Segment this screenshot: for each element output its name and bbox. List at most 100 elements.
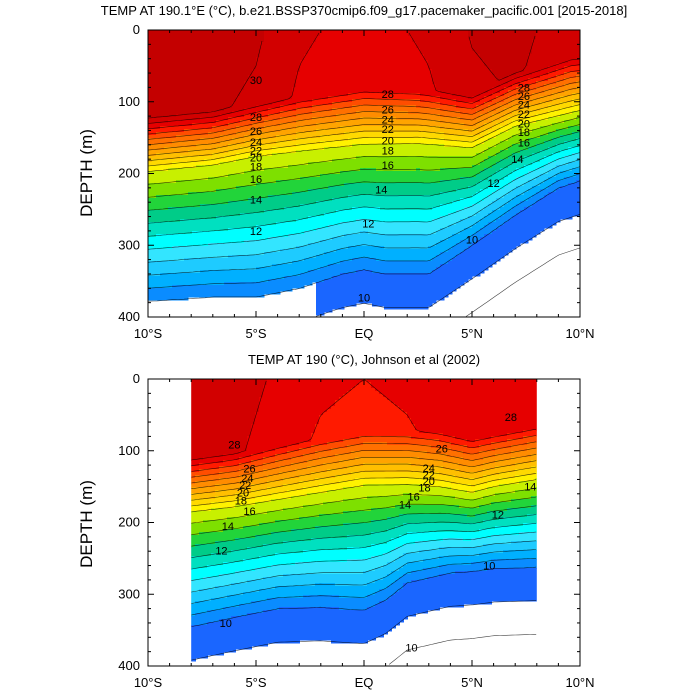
field-cell — [531, 559, 536, 569]
field-cell — [540, 114, 545, 121]
field-cell — [284, 99, 289, 106]
field-cell — [459, 457, 464, 467]
field-cell — [508, 75, 513, 82]
field-cell — [400, 132, 405, 139]
field-cell — [512, 216, 517, 250]
field-cell — [280, 105, 285, 112]
field-cell — [327, 457, 332, 464]
field-cell — [348, 126, 353, 133]
field-cell — [332, 135, 337, 142]
field-cell — [236, 96, 241, 112]
field-cell — [476, 30, 481, 55]
field-cell — [299, 541, 304, 554]
field-cell — [283, 574, 288, 587]
field-cell — [184, 180, 189, 196]
field-cell — [172, 117, 177, 121]
field-cell — [275, 487, 280, 494]
field-cell — [415, 478, 420, 485]
field-cell — [304, 273, 309, 286]
field-cell — [415, 451, 420, 458]
field-cell — [371, 388, 376, 437]
field-cell — [507, 439, 512, 449]
field-cell — [304, 246, 309, 259]
field-cell — [388, 99, 393, 106]
field-cell — [540, 81, 545, 88]
field-cell — [396, 120, 401, 127]
field-cell — [364, 30, 369, 94]
field-cell — [200, 165, 205, 181]
field-cell — [307, 550, 312, 563]
field-cell — [531, 523, 536, 533]
field-cell — [568, 78, 573, 85]
field-cell — [296, 246, 301, 262]
field-cell — [396, 210, 401, 223]
field-cell — [443, 505, 448, 515]
field-cell — [384, 105, 389, 112]
field-cell — [427, 478, 432, 488]
field-cell — [455, 445, 460, 452]
field-cell — [376, 207, 381, 223]
field-cell — [372, 111, 377, 118]
field-cell — [363, 586, 368, 599]
field-cell — [431, 505, 436, 515]
field-cell — [236, 159, 241, 175]
field-cell — [499, 526, 504, 536]
field-cell — [475, 538, 480, 548]
field-cell — [576, 60, 580, 67]
field-cell — [376, 183, 381, 196]
field-cell — [200, 135, 205, 139]
field-cell — [483, 571, 488, 605]
field-cell — [523, 568, 528, 602]
field-cell — [515, 508, 520, 518]
contour-label: 18 — [235, 495, 247, 507]
field-cell — [216, 120, 221, 127]
field-cell — [531, 436, 536, 443]
field-cell — [335, 538, 340, 551]
field-cell — [295, 520, 300, 530]
field-cell — [460, 129, 465, 136]
field-cell — [464, 219, 469, 229]
field-cell — [308, 216, 313, 232]
field-cell — [295, 379, 300, 446]
field-cell — [283, 466, 288, 473]
field-cell — [255, 592, 260, 602]
field-cell — [195, 580, 200, 593]
field-cell — [156, 210, 161, 223]
field-cell — [208, 165, 213, 178]
field-cell — [516, 186, 521, 196]
field-cell — [456, 108, 461, 112]
field-cell — [556, 180, 561, 190]
field-cell — [268, 126, 273, 133]
field-cell — [476, 129, 481, 136]
field-cell — [339, 481, 344, 491]
field-cell — [468, 147, 473, 157]
field-cell — [279, 499, 284, 512]
field-cell — [295, 574, 300, 587]
field-cell — [156, 171, 161, 184]
field-cell — [528, 156, 533, 166]
field-cell — [291, 463, 296, 473]
field-cell — [256, 129, 261, 136]
field-cell — [292, 234, 297, 250]
field-cell — [524, 102, 529, 109]
field-cell — [244, 159, 249, 172]
field-cell — [192, 141, 197, 148]
field-cell — [487, 511, 492, 521]
field-cell — [304, 192, 309, 205]
field-cell — [548, 117, 553, 127]
field-cell — [204, 246, 209, 259]
field-cell — [344, 147, 349, 160]
field-cell — [292, 111, 297, 118]
field-cell — [239, 583, 244, 596]
field-cell — [383, 508, 388, 521]
field-cell — [516, 111, 521, 115]
field-cell — [335, 400, 340, 443]
field-cell — [451, 436, 456, 446]
field-cell — [247, 481, 252, 488]
field-cell — [359, 547, 364, 560]
field-cell — [215, 502, 220, 509]
field-cell — [403, 436, 408, 446]
field-cell — [271, 487, 276, 494]
field-cell — [479, 445, 484, 452]
field-cell — [283, 607, 288, 644]
